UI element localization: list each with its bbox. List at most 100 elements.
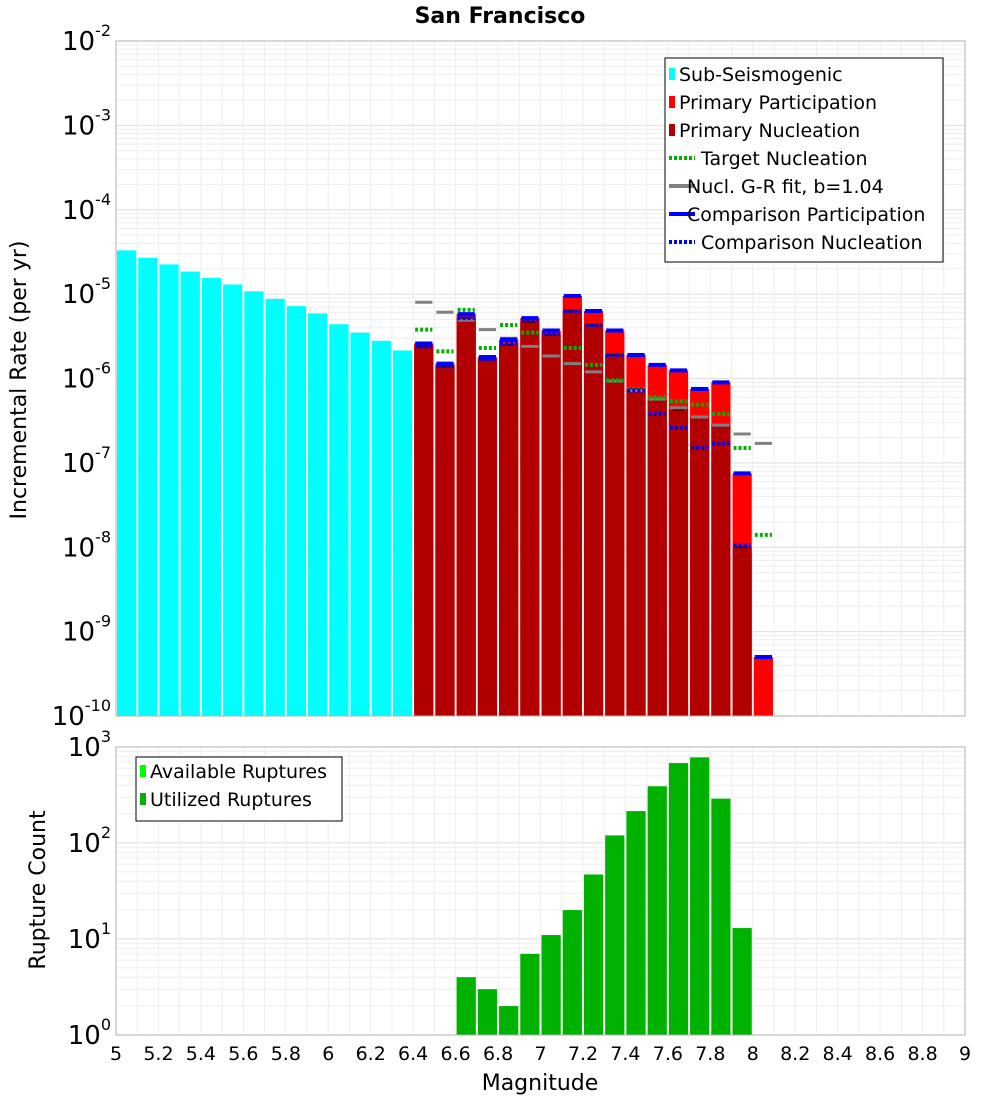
top-y-tick-label: 10-10 <box>52 696 111 732</box>
utilized-ruptures-bar <box>690 757 710 1035</box>
sub-seismogenic-bar <box>180 271 200 716</box>
legend-label-available-ruptures: Available Ruptures <box>150 761 327 783</box>
top-y-tick-label: 10-9 <box>62 612 111 648</box>
legend-swatch-available-ruptures <box>140 765 146 777</box>
utilized-ruptures-bar <box>732 928 752 1035</box>
x-axis-label: Magnitude <box>482 1071 599 1096</box>
sub-seismogenic-bar <box>308 313 328 716</box>
x-tick-label: 9 <box>959 1043 971 1065</box>
utilized-ruptures-bar <box>499 1006 519 1035</box>
primary-nucleation-bar <box>499 344 519 716</box>
top-legend-box <box>664 57 944 263</box>
top-y-tick-label: 10-7 <box>62 443 111 479</box>
primary-nucleation-bar <box>520 321 540 716</box>
top-plot-border <box>115 40 966 717</box>
utilized-ruptures-bar <box>541 935 561 1035</box>
utilized-ruptures-bar <box>477 989 498 1035</box>
x-tick-label: 8 <box>747 1043 759 1065</box>
x-tick-label: 6.2 <box>356 1043 386 1065</box>
utilized-ruptures-bar <box>562 910 582 1035</box>
bottom-legend-box <box>135 756 343 822</box>
primary-nucleation-bar <box>583 325 604 716</box>
utilized-ruptures-bar <box>583 874 604 1035</box>
x-tick-label: 6.4 <box>398 1043 428 1065</box>
top-y-tick-label: 10-3 <box>62 105 111 141</box>
bottom-plot-border <box>115 746 966 1036</box>
bottom-legend: Available Ruptures Utilized Ruptures <box>135 756 343 822</box>
legend-swatch-sub-seismogenic <box>669 68 675 80</box>
top-y-axis-label: Incremental Rate (per yr) <box>7 241 32 520</box>
x-tick-label: 5.4 <box>186 1043 216 1065</box>
legend-swatch-primary-participation <box>669 96 675 108</box>
legend-label-sub-seismogenic: Sub-Seismogenic <box>679 64 843 86</box>
bottom-y-tick-label: 103 <box>68 727 111 763</box>
sub-seismogenic-bar <box>117 250 137 717</box>
top-legend: Sub-Seismogenic Primary Participation Prim… <box>664 57 944 263</box>
sub-seismogenic-bar <box>265 298 285 716</box>
x-tick-labels: 5 5.2 5.4 5.6 5.8 6 6.2 6.4 6.6 6.8 7 7.2 7.4 7.6 7.8 8… <box>110 1043 971 1065</box>
sub-seismogenic-bar <box>371 340 391 716</box>
utilized-ruptures-bar <box>520 953 540 1035</box>
x-tick-label: 6.8 <box>483 1043 513 1065</box>
x-tick-label: 8.8 <box>907 1043 937 1065</box>
primary-nucleation-bar <box>690 416 710 716</box>
legend-label-comparison-nucleation: Comparison Nucleation <box>701 232 923 254</box>
top-y-tick-label: 10-2 <box>62 21 111 57</box>
primary-nucleation-bar <box>626 389 646 716</box>
x-tick-label: 6.6 <box>440 1043 470 1065</box>
x-tick-label: 7.2 <box>568 1043 598 1065</box>
utilized-ruptures-bar <box>605 835 625 1035</box>
primary-nucleation-bar <box>732 547 752 716</box>
x-tick-label: 5.8 <box>271 1043 301 1065</box>
bottom-panel: 100 101 102 103 Available Ruptures Utilized R… <box>68 727 966 1051</box>
legend-label-primary-participation: Primary Participation <box>679 92 877 114</box>
x-tick-label: 7.8 <box>695 1043 725 1065</box>
primary-nucleation-bar <box>477 359 498 716</box>
x-tick-label: 6 <box>322 1043 334 1065</box>
primary-nucleation-bar <box>668 409 689 716</box>
x-tick-label: 8.6 <box>865 1043 895 1065</box>
primary-nucleation-bar <box>541 334 561 716</box>
utilized-ruptures-bar <box>711 798 731 1035</box>
legend-label-nucl-g-r-fit-b-1-04: Nucl. G-R fit, b=1.04 <box>687 176 884 198</box>
sub-seismogenic-bar <box>350 332 370 716</box>
primary-nucleation-bar <box>711 425 731 716</box>
x-tick-label: 5 <box>110 1043 122 1065</box>
legend-swatch-utilized-ruptures <box>140 793 146 805</box>
primary-nucleation-bar <box>456 318 476 716</box>
sub-seismogenic-bar <box>159 264 179 716</box>
x-tick-label: 5.2 <box>143 1043 173 1065</box>
bottom-y-tick-label: 100 <box>68 1015 111 1051</box>
legend-label-primary-nucleation: Primary Nucleation <box>679 120 860 142</box>
x-tick-label: 7.4 <box>610 1043 640 1065</box>
primary-nucleation-bar <box>562 311 582 716</box>
x-tick-label: 8.2 <box>780 1043 810 1065</box>
sub-seismogenic-bar <box>138 257 158 716</box>
sub-seismogenic-bar <box>286 306 307 716</box>
x-tick-label: 8.4 <box>823 1043 853 1065</box>
x-tick-label: 5.6 <box>228 1043 258 1065</box>
legend-label-target-nucleation: Target Nucleation <box>700 148 868 170</box>
legend-label-utilized-ruptures: Utilized Ruptures <box>150 789 312 811</box>
top-y-tick-label: 10-6 <box>62 359 111 395</box>
sub-seismogenic-bar <box>201 278 222 716</box>
primary-nucleation-bar <box>435 366 455 716</box>
legend-label-comparison-participation: Comparison Participation <box>687 204 925 226</box>
bottom-y-axis-label: Rupture Count <box>26 810 51 970</box>
x-tick-label: 7 <box>534 1043 546 1065</box>
sub-seismogenic-bar <box>244 291 264 716</box>
utilized-ruptures-bar <box>626 811 646 1035</box>
legend-swatch-primary-nucleation <box>669 124 675 136</box>
bottom-y-tick-label: 101 <box>68 919 111 955</box>
top-panel: 10-10 10-9 10-8 10-7 10-6 10-5 10-4 10-3 10-2 Sub… <box>52 21 966 732</box>
utilized-ruptures-bar <box>668 763 689 1035</box>
sub-seismogenic-bar <box>223 284 243 716</box>
chart-title: San Francisco <box>415 4 586 29</box>
primary-nucleation-bar <box>605 354 625 716</box>
sub-seismogenic-bar <box>329 324 349 716</box>
top-y-tick-label: 10-8 <box>62 527 111 563</box>
sub-seismogenic-bar <box>392 350 413 716</box>
primary-nucleation-bar <box>414 346 434 716</box>
primary-nucleation-bar <box>647 399 667 716</box>
